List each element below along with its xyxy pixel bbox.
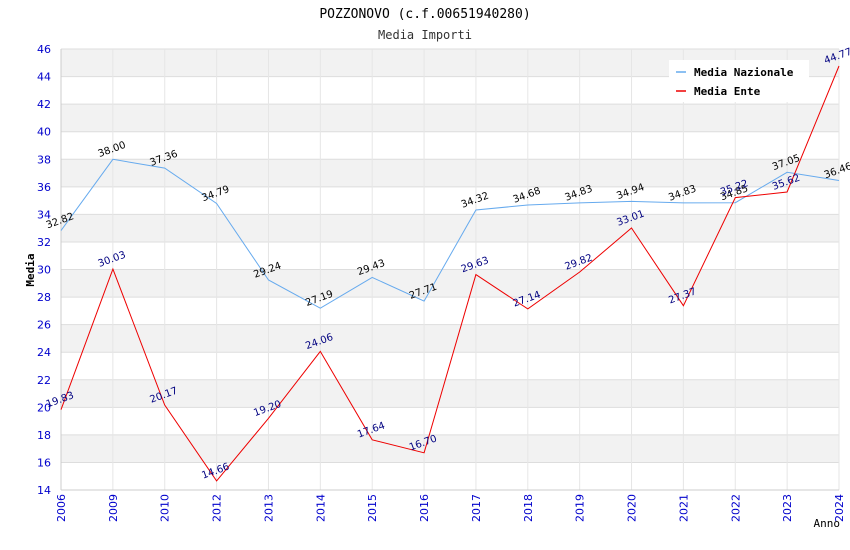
grid-band (61, 324, 839, 353)
x-tick-label: 2020 (626, 494, 639, 522)
x-tick-label: 2022 (729, 494, 742, 522)
grid-band (61, 379, 839, 408)
chart-subtitle: Media Importi (378, 28, 472, 42)
y-tick-label: 34 (37, 208, 51, 221)
grid-band (61, 159, 839, 187)
grid-band (61, 462, 839, 490)
x-tick-label: 2016 (418, 494, 431, 522)
y-tick-label: 20 (37, 401, 51, 414)
grid-band (61, 104, 839, 132)
grid-bands (61, 49, 839, 490)
x-tick-label: 2015 (366, 494, 379, 522)
y-axis-label: Media (24, 253, 37, 286)
y-tick-label: 14 (37, 484, 51, 497)
grid-band (61, 297, 839, 325)
y-tick-label: 40 (37, 126, 51, 139)
series-lines (60, 65, 840, 482)
series-line-0 (60, 158, 840, 309)
y-tick-label: 22 (37, 374, 51, 387)
x-tick-label: 2024 (833, 494, 846, 522)
x-tick-label: 2013 (262, 494, 275, 522)
y-tick-label: 30 (37, 264, 51, 277)
x-tick-label: 2023 (781, 494, 794, 522)
grid-band (61, 269, 839, 298)
grid-band (61, 407, 839, 435)
y-tick-label: 26 (37, 319, 51, 332)
y-tick-label: 28 (37, 291, 51, 304)
y-tick-label: 36 (37, 181, 51, 194)
y-tick-label: 44 (37, 71, 51, 84)
x-tick-label: 2012 (211, 494, 224, 522)
legend-entry: Media Nazionale (694, 66, 794, 79)
x-axis-label: Anno (814, 517, 841, 530)
x-tick-label: 2018 (522, 494, 535, 522)
series-line-1 (60, 65, 840, 482)
x-tick-label: 2017 (470, 494, 483, 522)
y-tick-label: 38 (37, 153, 51, 166)
x-axis-ticks: 2006 2009 2010 2012 2013 2014 2015 2016 2017 2018… (55, 494, 846, 522)
grid-band (61, 186, 839, 215)
x-tick-label: 2010 (159, 494, 172, 522)
x-tick-label: 2009 (107, 494, 120, 522)
x-tick-label: 2019 (574, 494, 587, 522)
chart-title: POZZONOVO (c.f.00651940280) (319, 7, 530, 22)
y-axis-ticks: 14 16 18 20 22 24 26 28 30 32 34 36 38 40 42 44 46 (37, 43, 51, 497)
grid-lines (60, 48, 840, 491)
grid-band (61, 352, 839, 380)
x-tick-label: 2006 (55, 494, 68, 522)
x-tick-label: 2021 (677, 494, 690, 522)
grid-band (61, 214, 839, 242)
grid-band (61, 434, 839, 463)
y-tick-label: 18 (37, 429, 51, 442)
y-tick-label: 46 (37, 43, 51, 56)
grid-band (61, 131, 839, 160)
legend: Media Nazionale Media Ente (669, 60, 809, 102)
y-tick-label: 32 (37, 236, 51, 249)
y-tick-label: 16 (37, 456, 51, 469)
y-tick-label: 24 (37, 346, 51, 359)
legend-box (669, 60, 809, 102)
x-tick-label: 2014 (314, 494, 327, 522)
y-tick-label: 42 (37, 98, 51, 111)
legend-entry: Media Ente (694, 85, 761, 98)
